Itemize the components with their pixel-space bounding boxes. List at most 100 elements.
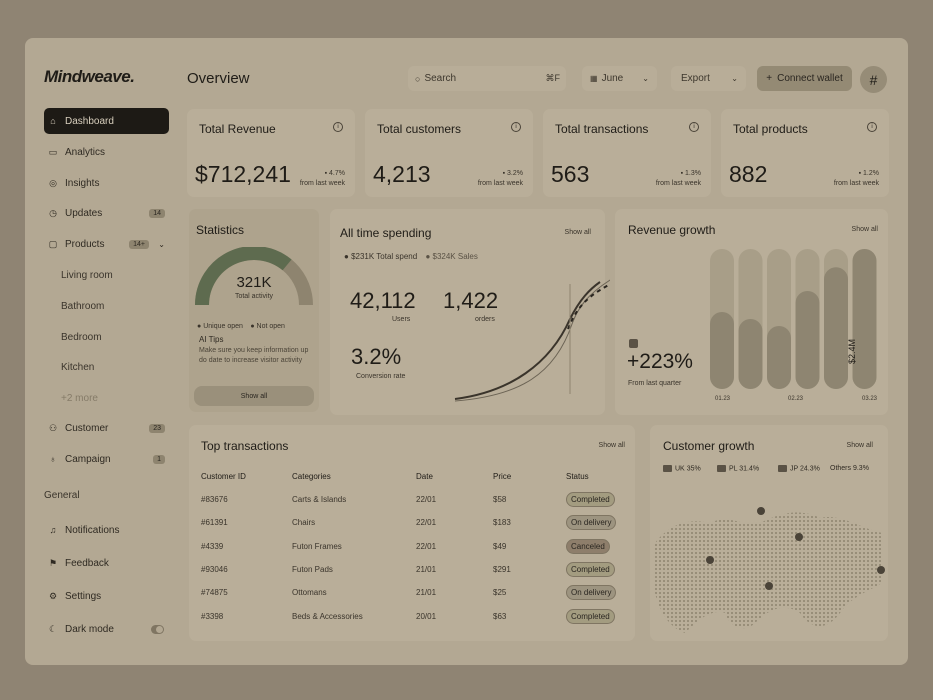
statistics-legend: ● Unique open ● Not open [197, 315, 285, 333]
users-label: Users [392, 316, 411, 323]
kpi-card-customers: Total customers i 4,213 ▪ 3.2% from last … [365, 109, 533, 197]
export-label: Export [681, 73, 710, 84]
info-icon[interactable]: i [333, 122, 343, 132]
sidebar-sub-bedroom[interactable]: Bedroom [61, 332, 102, 343]
table-cell-category: Chairs [292, 518, 316, 528]
chevron-down-icon[interactable]: ⌄ [158, 239, 165, 249]
info-icon[interactable]: i [511, 122, 521, 132]
map-pin[interactable] [765, 582, 773, 590]
page-title: Overview [187, 70, 250, 87]
search-icon: ○ [415, 73, 421, 84]
chart-icon: ▭ [48, 146, 58, 157]
revenue-show-all[interactable]: Show all [851, 226, 878, 233]
sidebar-item-insights[interactable]: ◎ Insights [44, 170, 169, 196]
statistics-card: Statistics 321K Total activity ● Unique … [189, 209, 319, 412]
col-header-status[interactable]: Status [566, 472, 589, 481]
sidebar-item-dashboard[interactable]: ⌂ Dashboard [44, 108, 169, 134]
revenue-bar[interactable] [824, 267, 848, 389]
trend-icon: ▪ [324, 170, 330, 177]
revenue-bar[interactable] [767, 326, 791, 389]
legend-others: Others 9.3% [830, 465, 869, 472]
map-pin[interactable] [757, 507, 765, 515]
table-row[interactable]: #4339 Futon Frames 22/01 $49 Canceled [189, 538, 635, 562]
sidebar-item-campaign[interactable]: ♁ Campaign 1 [44, 446, 169, 472]
table-cell-id: #4339 [201, 541, 224, 551]
grid-menu-icon[interactable]: # [860, 66, 887, 93]
sales-line [454, 279, 610, 402]
sidebar-item-label: Updates [65, 207, 103, 219]
x-label: 02.23 [788, 396, 804, 402]
table-cell-id: #61391 [201, 518, 228, 528]
sidebar-item-dark-mode[interactable]: ☾ Dark mode [44, 616, 169, 642]
table-row[interactable]: #61391 Chairs 22/01 $183 On delivery [189, 515, 635, 538]
legend-value: 24.3% [800, 465, 820, 473]
info-icon[interactable]: i [689, 122, 699, 132]
legend-total-spend: ● $231K Total spend [344, 252, 418, 261]
statistics-show-all-button[interactable]: Show all [194, 386, 314, 406]
col-header-date[interactable]: Date [416, 472, 433, 481]
transactions-title: Top transactions [201, 439, 289, 453]
revenue-bar[interactable] [738, 319, 763, 389]
calendar-icon: ▦ [590, 74, 598, 83]
table-cell-id: #83676 [201, 495, 228, 504]
search-input[interactable]: ○ Search ⌘F [408, 66, 566, 91]
conversion-value: 3.2% [351, 344, 402, 369]
sidebar-section-general: General [44, 490, 80, 501]
dark-mode-toggle[interactable] [151, 624, 164, 634]
col-header-price[interactable]: Price [493, 472, 512, 481]
col-header-id[interactable]: Customer ID [201, 472, 246, 481]
spending-legend: ● $231K Total spend ● $324K Sales [344, 252, 478, 261]
revenue-bar[interactable] [710, 312, 734, 389]
sidebar-item-analytics[interactable]: ▭ Analytics [44, 139, 169, 165]
export-button[interactable]: Export ⌄ [671, 66, 746, 91]
table-cell-price: $58 [493, 495, 507, 504]
revenue-growth-sub: From last quarter [628, 380, 682, 387]
sidebar-item-label: Notifications [65, 524, 120, 536]
spending-title: All time spending [340, 226, 432, 240]
customer-show-all[interactable]: Show all [846, 442, 873, 449]
sidebar-item-updates[interactable]: ◷ Updates 14 [44, 200, 169, 226]
customer-growth-title: Customer growth [663, 439, 755, 453]
trend-icon: ▪ [502, 170, 508, 177]
info-icon[interactable]: i [867, 122, 877, 132]
plus-icon: + [766, 73, 773, 84]
map-pin[interactable] [877, 566, 885, 574]
sidebar-item-feedback[interactable]: ⚑ Feedback [44, 550, 169, 576]
connect-label: Connect wallet [777, 73, 843, 84]
table-row[interactable]: #3398 Beds & Accessories 20/01 $63 Completed [189, 608, 635, 632]
spending-show-all[interactable]: Show all [564, 229, 591, 236]
table-row[interactable]: #93046 Futon Pads 21/01 $291 Completed [189, 561, 635, 585]
map-pin[interactable] [706, 556, 714, 564]
transactions-show-all[interactable]: Show all [598, 442, 625, 449]
revenue-bar[interactable] [795, 291, 820, 389]
sidebar-item-notifications[interactable]: ♫ Notifications [44, 517, 169, 543]
col-header-categories[interactable]: Categories [292, 472, 331, 481]
kpi-title: Total products [733, 122, 808, 136]
kpi-change-sub: from last week [299, 180, 345, 187]
kpi-card-products: Total products i 882 ▪ 1.2% from last wee… [721, 109, 889, 197]
sidebar-sub-more[interactable]: +2 more [61, 393, 98, 404]
connect-wallet-button[interactable]: + Connect wallet [757, 66, 852, 91]
kpi-change: ▪ 1.2% from last week [834, 169, 879, 189]
kpi-change-sub: from last week [833, 180, 879, 187]
legend-jp: JP 24.3% [778, 465, 820, 472]
legend-pl: PL 31.4% [717, 465, 759, 472]
sidebar-sub-bathroom[interactable]: Bathroom [61, 301, 105, 312]
map-pin[interactable] [795, 533, 803, 541]
sidebar-sub-living-room[interactable]: Living room [61, 270, 113, 281]
table-row[interactable]: #74875 Ottomans 21/01 $25 On delivery [189, 585, 635, 608]
table-row[interactable]: #83676 Carts & Islands 22/01 $58 Completed [189, 492, 635, 515]
table-cell-date: 22/01 [416, 495, 437, 504]
customer-growth-card: Customer growth Show all UK 35% PL 31.4%… [650, 425, 888, 641]
sidebar-item-customer[interactable]: ⚇ Customer 23 [44, 415, 169, 441]
spending-curve-chart [454, 279, 610, 402]
ai-tips-text: Make sure you keep information up do dat… [199, 347, 309, 364]
month-select[interactable]: ▦ June ⌄ [582, 66, 657, 91]
sidebar-item-products[interactable]: ▢ Products 14+ ⌄ [44, 231, 169, 257]
revenue-growth-value: +223% [627, 350, 693, 373]
sidebar-item-settings[interactable]: ⚙ Settings [44, 583, 169, 609]
sidebar-sub-kitchen[interactable]: Kitchen [61, 362, 95, 373]
legend-value: 31.4% [739, 465, 760, 473]
clock-icon: ◷ [49, 207, 57, 218]
revenue-bar[interactable] [852, 249, 877, 389]
